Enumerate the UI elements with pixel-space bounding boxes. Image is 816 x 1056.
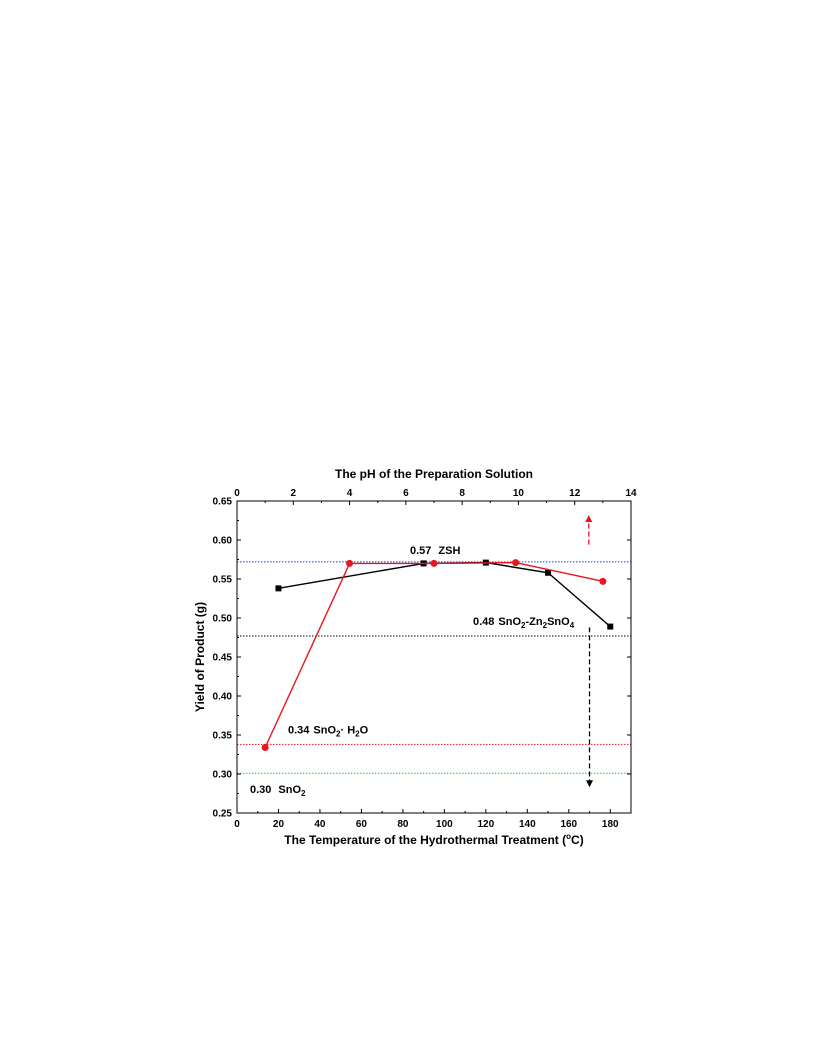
x2-tick-label: 8 [459, 488, 465, 499]
y-tick-label: 0.50 [213, 614, 233, 625]
annotation-sno2-p1: SnO [278, 784, 301, 796]
x-tick-label: 180 [602, 819, 619, 830]
series-point-1 [599, 577, 607, 585]
annotation-zn-p1: SnO [498, 616, 521, 628]
x-axis-title: The Temperature of the Hydrothermal Trea… [284, 832, 583, 847]
annotation-zsh-name: ZSH [438, 545, 460, 557]
annotation-zn-value: 0.48 [473, 616, 494, 628]
y-tick-label: 0.55 [213, 575, 233, 586]
reference-lines [237, 561, 631, 774]
y-tick-label: 0.35 [213, 731, 233, 742]
series-point-1 [346, 559, 354, 567]
x-tick-label: 80 [397, 819, 409, 830]
y-tick-label: 0.60 [213, 536, 233, 547]
y-tick-label: 0.30 [213, 770, 233, 781]
y-tick-label: 0.45 [213, 653, 233, 664]
series-layer [261, 559, 614, 751]
x-tick-label: 0 [234, 819, 240, 830]
x-tick-label: 140 [519, 819, 536, 830]
annotation-zsh: 0.57 ZSH [410, 545, 460, 557]
series-point-0 [607, 623, 614, 630]
arrows [585, 515, 594, 788]
annotation-h2o-s1: 2 [336, 729, 341, 738]
annotation-h2o-p3: O [360, 724, 369, 736]
annotation-sno2-value: 0.30 [250, 784, 271, 796]
annotation-zn-s3: 4 [570, 621, 575, 630]
annotation-h2o-p2: · H [341, 724, 356, 736]
annotation-zn-p3: SnO [547, 616, 570, 628]
annotation-sno2-s1: 2 [301, 789, 306, 798]
series-line-1 [264, 561, 604, 748]
series-point-0 [275, 585, 282, 592]
top-axis-title: The pH of the Preparation Solution [335, 467, 533, 481]
x-tick-label: 20 [273, 819, 285, 830]
x2-tick-label: 2 [291, 488, 297, 499]
y-axis-title: Yield of Product (g) [193, 602, 207, 712]
series-point-0 [545, 569, 552, 576]
x2-tick-label: 6 [403, 488, 409, 499]
y-tick-label: 0.65 [213, 497, 233, 508]
annotation-zsh-value: 0.57 [410, 545, 431, 557]
x-axis-title-suffix: C) [571, 833, 584, 847]
y-tick-label: 0.25 [213, 809, 233, 820]
arrow-head-1 [586, 780, 594, 788]
annotation-zn-s1: 2 [521, 621, 526, 630]
annotation-sno2: 0.30 SnO2 [250, 784, 306, 798]
x2-tick-label: 12 [569, 488, 581, 499]
plot-frame [236, 500, 632, 814]
annotation-zn-p2: -Zn [526, 616, 543, 628]
x-tick-label: 100 [436, 819, 453, 830]
y-tick-label: 0.40 [213, 692, 233, 703]
x-axis-title-main: The Temperature of the Hydrothermal Trea… [284, 833, 566, 847]
annotation-h2o-value: 0.34 [288, 724, 310, 736]
arrow-head-0 [585, 515, 593, 523]
series-point-1 [512, 559, 520, 567]
annotation-h2o-p1: SnO [313, 724, 336, 736]
annotation-zn-s2: 2 [543, 621, 548, 630]
annotation-h2o-s2: 2 [355, 729, 360, 738]
series-point-1 [261, 743, 269, 751]
axis-ticks: 0.250.300.350.400.450.500.550.600.650 20 4… [213, 488, 637, 830]
x-tick-label: 160 [560, 819, 577, 830]
annotation-sno2-zn2sno4: 0.48 SnO2-Zn2SnO4 [473, 616, 575, 630]
x2-tick-label: 10 [513, 488, 525, 499]
x2-tick-label: 14 [625, 488, 637, 499]
x2-tick-label: 4 [347, 488, 353, 499]
annotation-sno2-h2o: 0.34 SnO2· H2O [288, 724, 369, 738]
x-tick-label: 60 [356, 819, 368, 830]
x-tick-label: 120 [477, 819, 494, 830]
x-axis-title-degree: o [566, 832, 571, 841]
x2-tick-label: 0 [234, 488, 240, 499]
x-tick-label: 40 [314, 819, 326, 830]
series-point-1 [430, 559, 438, 567]
